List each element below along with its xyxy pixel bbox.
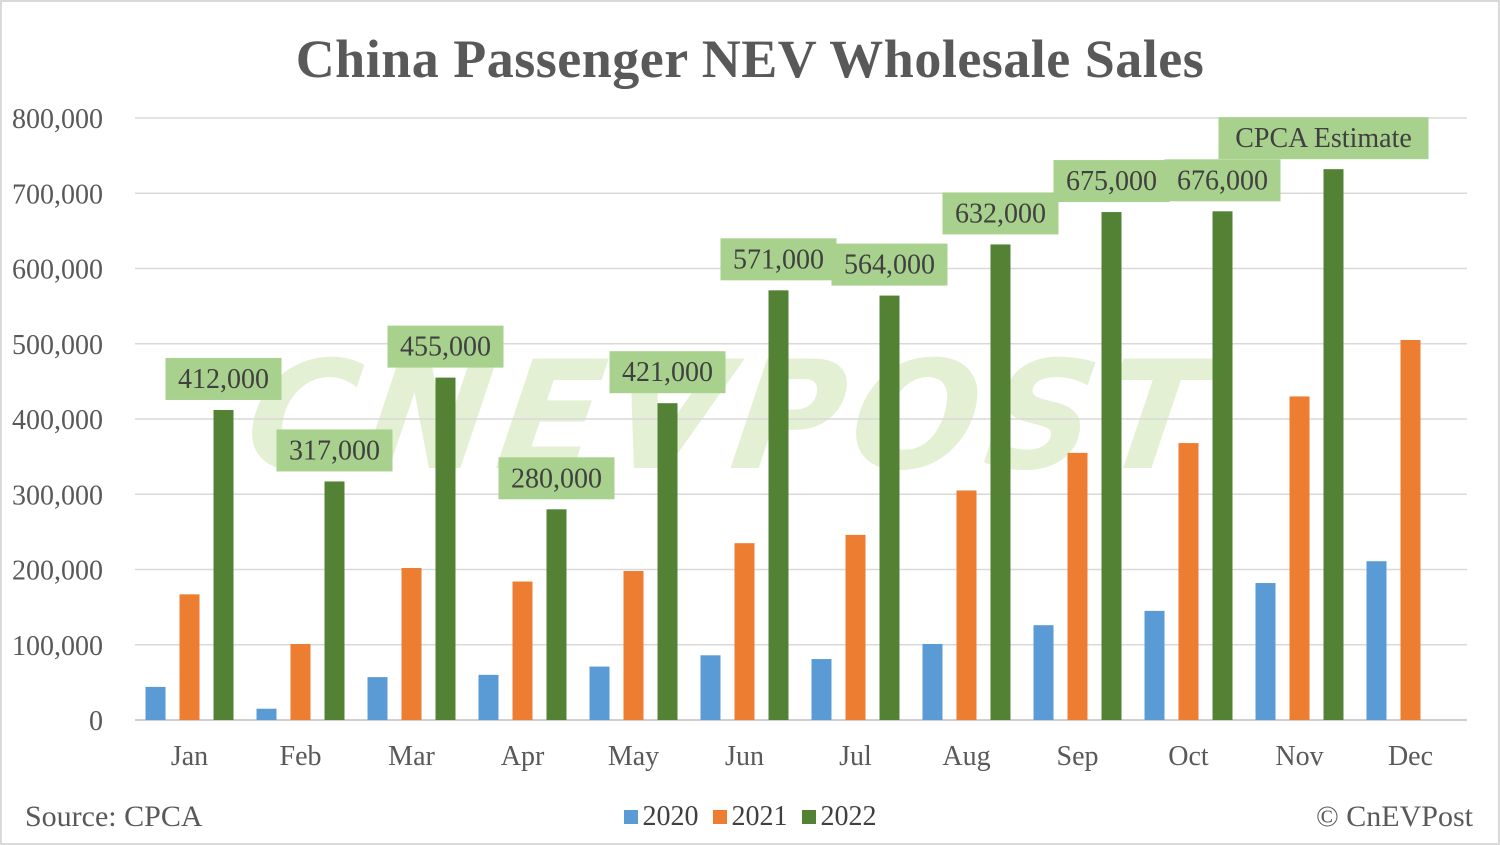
data-label-box bbox=[276, 429, 393, 472]
bar-2022-apr bbox=[546, 509, 567, 720]
bar-2021-oct bbox=[1178, 443, 1199, 720]
data-label-box bbox=[165, 357, 282, 400]
legend-swatch-2022 bbox=[801, 810, 816, 824]
bar-2020-dec bbox=[1366, 561, 1387, 720]
data-label: 676,000 bbox=[1177, 165, 1268, 196]
x-tick-label: Sep bbox=[1057, 741, 1099, 772]
bar-2020-apr bbox=[478, 674, 499, 720]
bar-2020-feb bbox=[256, 708, 277, 720]
y-tick-label: 500,000 bbox=[12, 330, 103, 361]
bar-2020-mar bbox=[367, 677, 388, 720]
legend-label-2020: 2020 bbox=[642, 801, 699, 832]
bar-2021-jul bbox=[845, 534, 866, 720]
data-label: 455,000 bbox=[400, 332, 491, 363]
y-tick-label: 700,000 bbox=[12, 179, 103, 210]
bar-2021-jan bbox=[179, 594, 200, 720]
data-label: 317,000 bbox=[289, 435, 380, 466]
data-label-box bbox=[1218, 117, 1429, 160]
bar-2021-nov bbox=[1289, 396, 1310, 720]
y-tick-label: 800,000 bbox=[12, 104, 103, 135]
x-tick-label: Feb bbox=[280, 741, 322, 772]
bar-2021-mar bbox=[401, 567, 422, 720]
y-tick-label: 300,000 bbox=[12, 480, 103, 511]
source-note: Source: CPCA bbox=[25, 800, 203, 833]
data-label-box bbox=[498, 457, 615, 500]
bar-2022-jul bbox=[879, 295, 900, 720]
bar-2021-apr bbox=[512, 581, 533, 720]
data-label-box bbox=[1053, 160, 1170, 203]
x-tick-label: Apr bbox=[501, 741, 545, 772]
data-label: 421,000 bbox=[622, 357, 713, 388]
bar-2020-sep bbox=[1033, 625, 1054, 720]
legend-item-2022: 2022 bbox=[801, 801, 877, 833]
data-label-box bbox=[720, 238, 837, 281]
x-tick-label: Jan bbox=[171, 741, 208, 772]
bar-2022-jan bbox=[213, 409, 234, 720]
bar-2022-oct bbox=[1212, 211, 1233, 720]
legend: 2020 2021 2022 bbox=[0, 801, 1500, 833]
data-label-box bbox=[609, 351, 726, 394]
data-label-box bbox=[831, 243, 948, 286]
x-tick-label: Oct bbox=[1168, 741, 1209, 772]
data-label: 280,000 bbox=[511, 463, 602, 494]
bar-2020-aug bbox=[922, 643, 943, 720]
bar-2021-aug bbox=[956, 490, 977, 720]
bar-2022-sep bbox=[1101, 212, 1122, 720]
copyright-note: © CnEVPost bbox=[1316, 800, 1473, 833]
x-tick-label: Aug bbox=[942, 741, 990, 772]
y-tick-label: 100,000 bbox=[12, 631, 103, 662]
data-label: CPCA Estimate bbox=[1235, 123, 1412, 154]
legend-item-2021: 2021 bbox=[712, 801, 788, 833]
data-label: 564,000 bbox=[844, 250, 935, 281]
bar-2022-nov bbox=[1323, 169, 1344, 721]
bar-2022-mar bbox=[435, 377, 456, 720]
x-tick-label: Dec bbox=[1388, 741, 1433, 772]
bar-2021-jun bbox=[734, 543, 755, 720]
x-tick-label: Nov bbox=[1275, 741, 1323, 772]
y-tick-label: 200,000 bbox=[12, 556, 103, 587]
bar-2021-feb bbox=[290, 643, 311, 720]
bar-2021-dec bbox=[1400, 339, 1421, 720]
data-label: 632,000 bbox=[955, 198, 1046, 229]
data-label-box bbox=[387, 325, 504, 368]
data-label: 571,000 bbox=[733, 244, 824, 275]
legend-swatch-2021 bbox=[712, 810, 727, 824]
data-label: 675,000 bbox=[1066, 166, 1157, 197]
bar-2020-jun bbox=[700, 655, 721, 720]
data-label-box bbox=[1164, 159, 1281, 202]
legend-item-2020: 2020 bbox=[623, 801, 699, 833]
bar-2021-sep bbox=[1067, 452, 1088, 720]
bar-2022-aug bbox=[990, 244, 1011, 721]
legend-swatch-2020 bbox=[623, 810, 638, 824]
data-label: 412,000 bbox=[178, 364, 269, 395]
bar-2022-jun bbox=[768, 290, 789, 720]
x-tick-label: Jun bbox=[725, 741, 764, 772]
x-tick-label: Mar bbox=[388, 741, 435, 772]
bar-2020-jan bbox=[145, 686, 166, 720]
y-tick-label: 0 bbox=[89, 706, 103, 737]
legend-label-2022: 2022 bbox=[820, 801, 877, 832]
bar-2020-jul bbox=[811, 659, 832, 720]
chart-title: China Passenger NEV Wholesale Sales bbox=[295, 29, 1205, 89]
data-label-box bbox=[942, 192, 1059, 235]
bar-2020-oct bbox=[1144, 610, 1165, 720]
x-tick-label: May bbox=[608, 741, 659, 772]
y-tick-label: 400,000 bbox=[12, 405, 103, 436]
x-tick-label: Jul bbox=[839, 741, 872, 772]
bar-2021-may bbox=[623, 571, 644, 720]
bar-2020-nov bbox=[1255, 583, 1276, 720]
bar-2022-may bbox=[657, 403, 678, 720]
bar-2020-may bbox=[589, 666, 610, 720]
bar-2022-feb bbox=[324, 481, 345, 720]
legend-label-2021: 2021 bbox=[731, 801, 788, 832]
y-tick-label: 600,000 bbox=[12, 255, 103, 286]
